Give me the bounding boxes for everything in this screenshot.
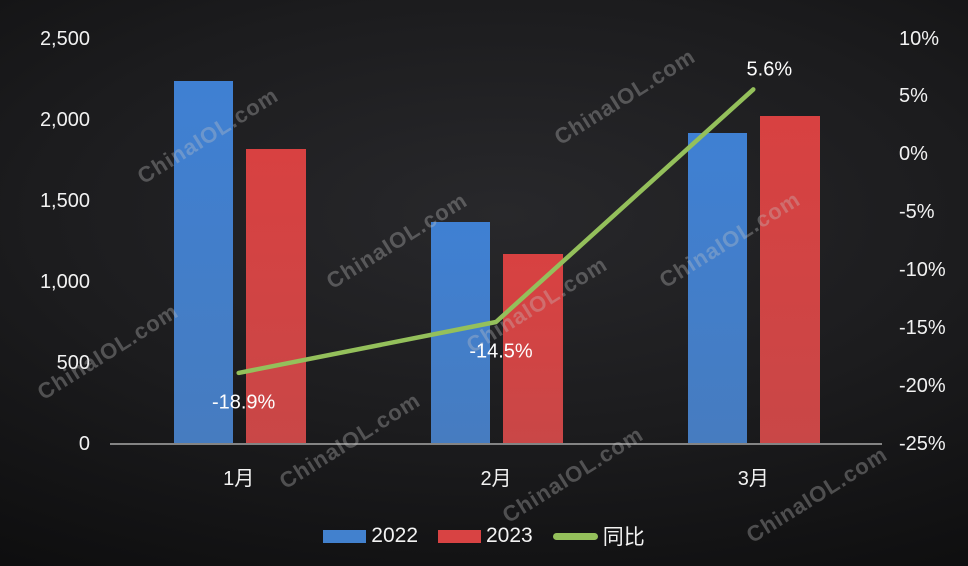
yoy-point-label: 5.6% <box>746 58 793 81</box>
x-axis-label: 1月 <box>223 468 255 490</box>
left-axis-tick: 2,500 <box>39 27 90 50</box>
right-axis-tick: -25% <box>899 432 946 455</box>
left-axis-tick: 0 <box>78 432 90 455</box>
legend-swatch-yoy <box>552 532 598 540</box>
left-axis-tick: 2,000 <box>39 108 90 131</box>
legend-item-yoy[interactable]: 同比 <box>552 521 645 551</box>
x-axis-baseline <box>110 443 882 445</box>
x-axis-label: 2月 <box>480 468 512 490</box>
right-axis-tick: -15% <box>899 316 946 339</box>
right-axis-tick: 10% <box>899 27 940 50</box>
right-axis-tick: 0% <box>899 143 928 166</box>
yoy-point-label: -18.9% <box>211 391 276 414</box>
right-axis-tick: 5% <box>899 85 928 108</box>
legend-item-2022[interactable]: 2022 <box>323 524 418 548</box>
left-axis-tick: 1,500 <box>39 189 90 212</box>
legend-swatch-2022 <box>323 529 367 543</box>
left-axis-tick: 500 <box>56 351 90 374</box>
legend-label-2022: 2022 <box>371 524 418 547</box>
x-axis-label: 3月 <box>737 468 769 490</box>
legend-label-2023: 2023 <box>486 524 533 547</box>
legend-swatch-2023 <box>438 529 481 543</box>
legend-label-yoy: 同比 <box>602 526 645 549</box>
bar-2022-1月 <box>173 80 233 443</box>
right-axis-tick: -5% <box>899 201 935 224</box>
bar-2022-3月 <box>688 133 748 443</box>
right-axis-tick: -20% <box>899 374 946 397</box>
legend-item-2023[interactable]: 2023 <box>438 524 533 548</box>
right-axis-tick: -10% <box>899 258 946 281</box>
legend: 2022 2023 同比 <box>0 521 968 551</box>
bar-2023-3月 <box>760 116 821 443</box>
yoy-point-label: -14.5% <box>469 340 533 363</box>
left-axis-tick: 1,000 <box>39 270 90 293</box>
